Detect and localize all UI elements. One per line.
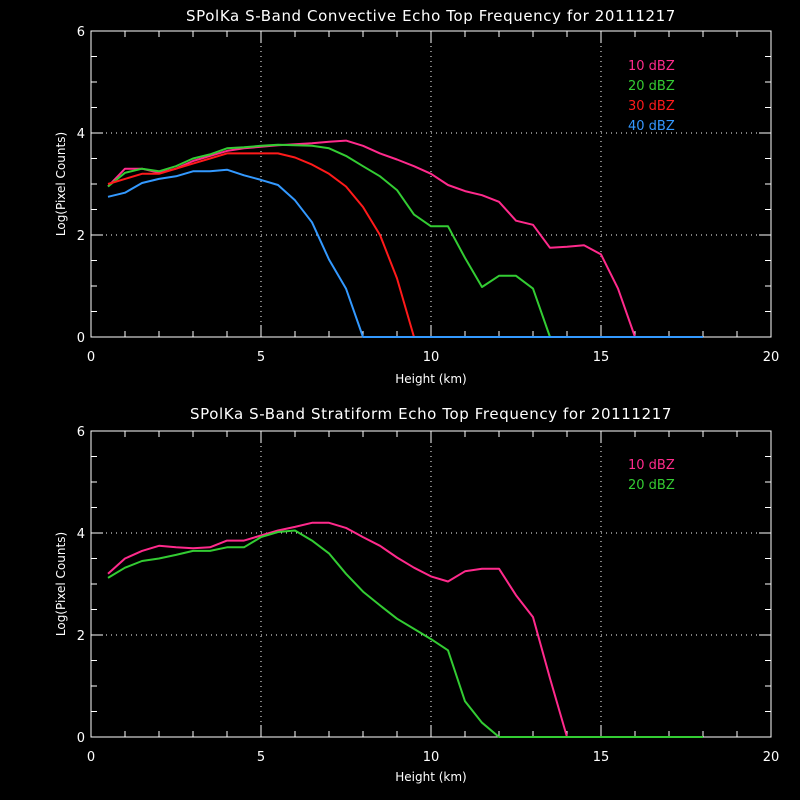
- x-tick-label: 10: [423, 350, 440, 365]
- x-tick-label: 5: [257, 350, 265, 365]
- y-tick-label: 4: [77, 527, 85, 542]
- x-tick-label: 20: [763, 750, 780, 765]
- x-tick-label: 15: [593, 750, 610, 765]
- legend-entry: 30 dBZ: [628, 99, 675, 114]
- legend-entry: 20 dBZ: [628, 478, 675, 493]
- y-tick-label: 6: [77, 425, 85, 440]
- x-tick-label: 5: [257, 750, 265, 765]
- convective-chart: SPolKa S-Band Convective Echo Top Freque…: [54, 7, 779, 386]
- legend-entry: 40 dBZ: [628, 119, 675, 134]
- series-layer: [107, 521, 703, 738]
- y-axis-label: Log(Pixel Counts): [54, 532, 68, 636]
- legend: 10 dBZ 20 dBZ: [628, 458, 675, 493]
- legend-entry: 10 dBZ: [628, 458, 675, 473]
- x-tick-label: 0: [87, 750, 95, 765]
- y-tick-label: 2: [77, 629, 85, 644]
- series-line-20-dbz: [107, 529, 703, 738]
- y-tick-label: 0: [77, 731, 85, 746]
- chart-title: SPolKa S-Band Stratiform Echo Top Freque…: [190, 405, 672, 423]
- y-tick-label: 6: [77, 25, 85, 40]
- x-axis-label: Height (km): [395, 372, 466, 386]
- x-tick-label: 10: [423, 750, 440, 765]
- series-line-20-dbz: [107, 143, 551, 338]
- series-line-10-dbz: [107, 521, 568, 738]
- x-axis-label: Height (km): [395, 770, 466, 784]
- series-line-30-dbz: [107, 152, 415, 338]
- x-tick-label: 15: [593, 350, 610, 365]
- y-tick-label: 0: [77, 331, 85, 346]
- axis-ticks: 0 5 10 15 20 0 2 4 6: [77, 425, 780, 765]
- x-tick-label: 0: [87, 350, 95, 365]
- grid-lines: [91, 431, 771, 737]
- series-line-10-dbz: [107, 139, 636, 338]
- legend-entry: 10 dBZ: [628, 59, 675, 74]
- y-tick-label: 4: [77, 127, 85, 142]
- axis-ticks: 0 5 10 15 20 0 2 4 6: [77, 25, 780, 365]
- stratiform-chart: SPolKa S-Band Stratiform Echo Top Freque…: [54, 405, 779, 784]
- series-line-40-dbz: [107, 168, 703, 338]
- y-tick-label: 2: [77, 229, 85, 244]
- chart-title: SPolKa S-Band Convective Echo Top Freque…: [186, 7, 676, 25]
- grid-lines: [91, 31, 771, 337]
- x-tick-label: 20: [763, 350, 780, 365]
- series-layer: [107, 139, 703, 338]
- legend: 10 dBZ 20 dBZ 30 dBZ 40 dBZ: [628, 59, 675, 134]
- y-axis-label: Log(Pixel Counts): [54, 132, 68, 236]
- legend-entry: 20 dBZ: [628, 79, 675, 94]
